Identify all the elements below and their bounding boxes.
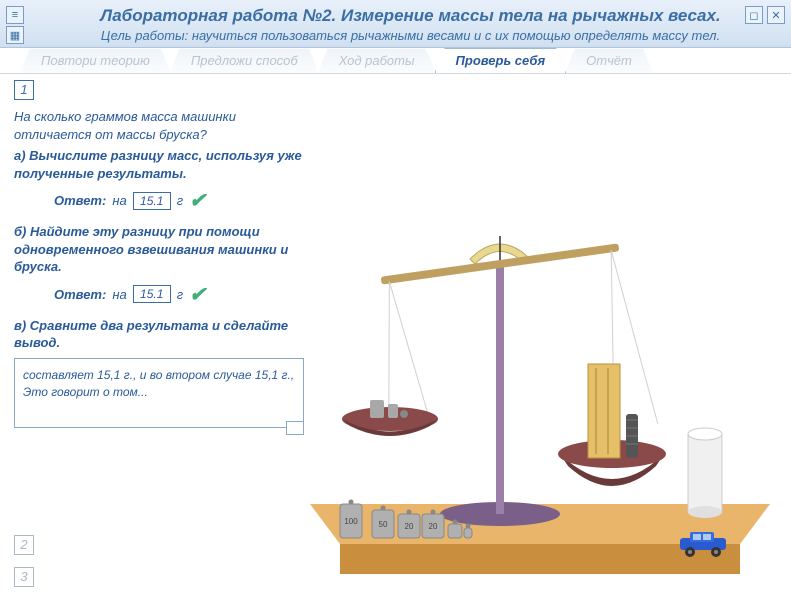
svg-text:100: 100 xyxy=(344,517,358,526)
tab-bar: Повтори теорию Предложи способ Ход работ… xyxy=(0,48,791,74)
weight-20[interactable]: 20 xyxy=(398,510,420,539)
answer-row-b: Ответ: на г ✔ xyxy=(54,282,304,307)
tab-theory[interactable]: Повтори теорию xyxy=(20,48,171,73)
answer-row-a: Ответ: на г ✔ xyxy=(54,188,304,213)
conclusion-text: составляет 15,1 г., и во втором случае 1… xyxy=(23,368,294,399)
na-label: на xyxy=(112,287,126,302)
tab-procedure[interactable]: Ход работы xyxy=(318,48,436,73)
window-icon[interactable]: ◻ xyxy=(745,6,763,24)
na-label: на xyxy=(112,193,126,208)
page-subtitle: Цель работы: научиться пользоваться рыча… xyxy=(40,28,781,43)
svg-text:20: 20 xyxy=(429,522,438,531)
question-number: 1 xyxy=(14,80,34,100)
scale-pillar xyxy=(496,264,504,514)
header: ≡ ▦ Лабораторная работа №2. Измерение ма… xyxy=(0,0,791,48)
cylinder[interactable] xyxy=(688,428,722,518)
unit-label: г xyxy=(177,193,183,208)
weight-50[interactable]: 50 xyxy=(372,506,394,539)
check-icon: ✔ xyxy=(189,188,206,213)
svg-text:50: 50 xyxy=(379,520,388,529)
tab-report[interactable]: Отчёт xyxy=(565,48,653,73)
wood-block[interactable] xyxy=(588,364,620,458)
page-title: Лабораторная работа №2. Измерение массы … xyxy=(40,6,781,26)
answer-b-input[interactable] xyxy=(133,285,171,303)
tab-method[interactable]: Предложи способ xyxy=(170,48,319,73)
answer-a-input[interactable] xyxy=(133,192,171,210)
weight-20[interactable]: 20 xyxy=(422,510,444,539)
left-pan[interactable] xyxy=(342,400,438,436)
calc-icon[interactable]: ▦ xyxy=(6,26,24,44)
nav-q3[interactable]: 3 xyxy=(14,567,34,587)
content-area: 1 На сколько граммов масса машинки отлич… xyxy=(0,74,791,603)
weight-100[interactable]: 100 xyxy=(340,500,362,539)
svg-text:20: 20 xyxy=(405,522,414,531)
right-pan[interactable] xyxy=(558,364,666,486)
balance-scene: 100 50 20 20 xyxy=(300,84,780,604)
tab-selftest[interactable]: Проверь себя xyxy=(435,48,567,73)
nav-q2[interactable]: 2 xyxy=(14,535,34,555)
menu-icon[interactable]: ≡ xyxy=(6,6,24,24)
question-part-c: в) Сравните два результата и сделайте вы… xyxy=(14,317,304,352)
question-panel: 1 На сколько граммов масса машинки отлич… xyxy=(14,80,304,428)
question-part-a: а) Вычислите разницу масс, используя уже… xyxy=(14,147,304,182)
conclusion-box[interactable]: составляет 15,1 г., и во втором случае 1… xyxy=(14,358,304,428)
unit-label: г xyxy=(177,287,183,302)
answer-label: Ответ: xyxy=(54,287,106,302)
answer-label: Ответ: xyxy=(54,193,106,208)
check-icon: ✔ xyxy=(189,282,206,307)
close-icon[interactable]: ✕ xyxy=(767,6,785,24)
question-nav: 2 3 xyxy=(14,535,34,595)
question-intro: На сколько граммов масса машинки отличае… xyxy=(14,108,304,143)
question-part-b: б) Найдите эту разницу при помощи одновр… xyxy=(14,223,304,276)
